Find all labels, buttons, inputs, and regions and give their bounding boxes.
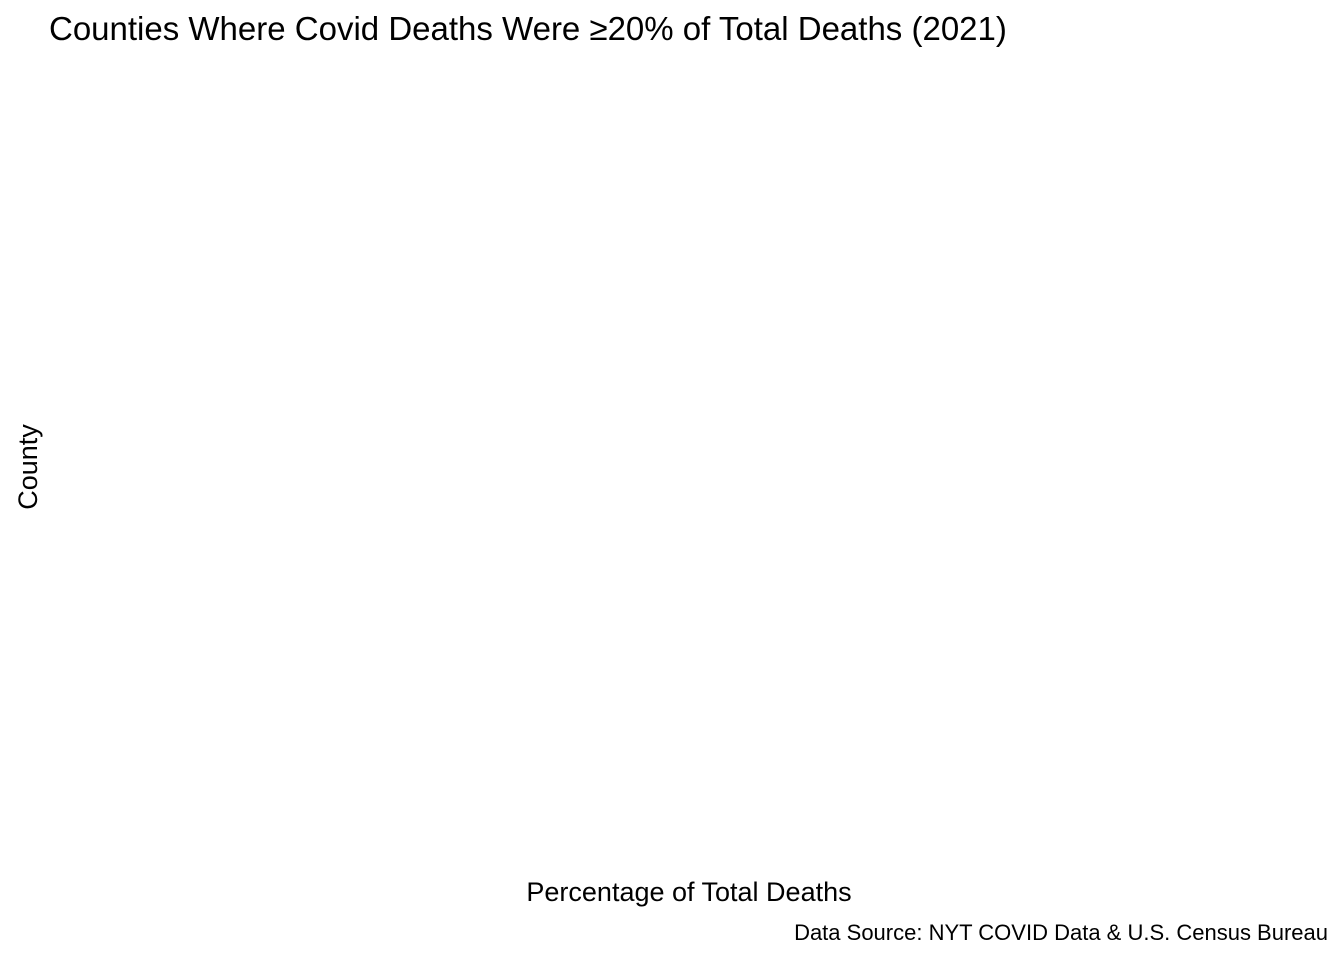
x-axis-label: Percentage of Total Deaths xyxy=(526,877,852,907)
plot-panel xyxy=(52,58,1328,870)
data-source-caption: Data Source: NYT COVID Data & U.S. Censu… xyxy=(794,920,1328,945)
y-axis-label: County xyxy=(13,424,43,510)
plot-area xyxy=(52,58,1328,870)
chart-title: Counties Where Covid Deaths Were ≥20% of… xyxy=(49,10,1007,47)
